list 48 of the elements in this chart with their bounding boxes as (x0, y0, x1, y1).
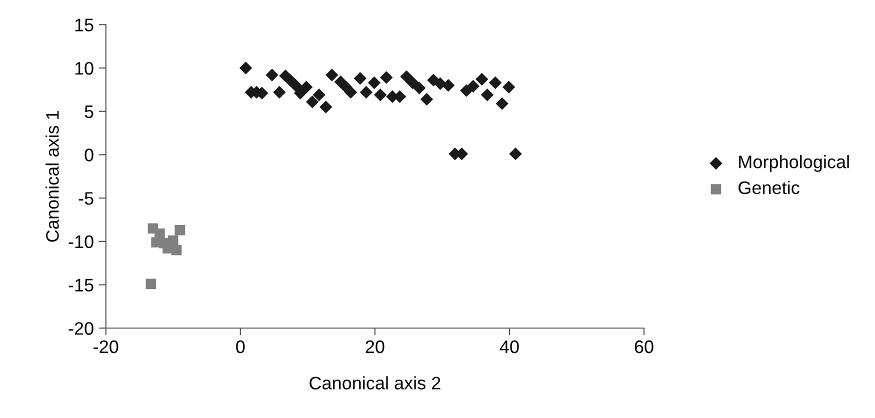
y-tick-label: 15 (75, 18, 94, 32)
point (300, 80, 313, 94)
point (400, 70, 413, 84)
point (480, 88, 494, 102)
y-tick-label: 5 (84, 105, 94, 118)
point (306, 95, 319, 108)
point (460, 84, 473, 97)
point (406, 76, 419, 90)
x-tick-label: 40 (500, 340, 519, 354)
point (354, 72, 367, 85)
point (146, 278, 156, 290)
point (294, 86, 307, 100)
point (412, 82, 426, 94)
x-tick-label: -20 (94, 340, 118, 354)
point (266, 68, 278, 82)
x-tick-label: 0 (236, 340, 245, 354)
y-tick-label: -20 (68, 322, 94, 335)
y-axis-title: Canonical axis 1 (46, 111, 59, 242)
y-tick-label: 10 (75, 62, 94, 75)
point (344, 86, 358, 99)
legend-label: Morphological (739, 155, 849, 172)
point (289, 78, 302, 92)
point (420, 92, 434, 106)
point (273, 86, 286, 99)
point (368, 76, 381, 90)
point (509, 147, 522, 160)
point (326, 68, 338, 82)
x-tick-label: 60 (634, 340, 654, 354)
point (442, 78, 455, 92)
x-tick-label: 20 (366, 340, 384, 354)
y-tick-label: -15 (68, 278, 94, 292)
y-tick-label: -10 (68, 235, 94, 248)
point (312, 88, 326, 102)
y-tick-label: -5 (78, 192, 94, 205)
point (502, 80, 516, 94)
point (174, 225, 186, 236)
point (476, 72, 488, 86)
point (466, 80, 480, 93)
legend-label: Genetic (738, 180, 800, 194)
point (380, 71, 393, 84)
point (239, 62, 252, 74)
point (374, 88, 387, 102)
y-tick-label: 0 (84, 148, 94, 162)
point (496, 97, 508, 110)
point (360, 86, 373, 99)
x-axis-title: Canonical axis 2 (310, 376, 440, 390)
point (319, 100, 332, 114)
point (488, 76, 502, 90)
